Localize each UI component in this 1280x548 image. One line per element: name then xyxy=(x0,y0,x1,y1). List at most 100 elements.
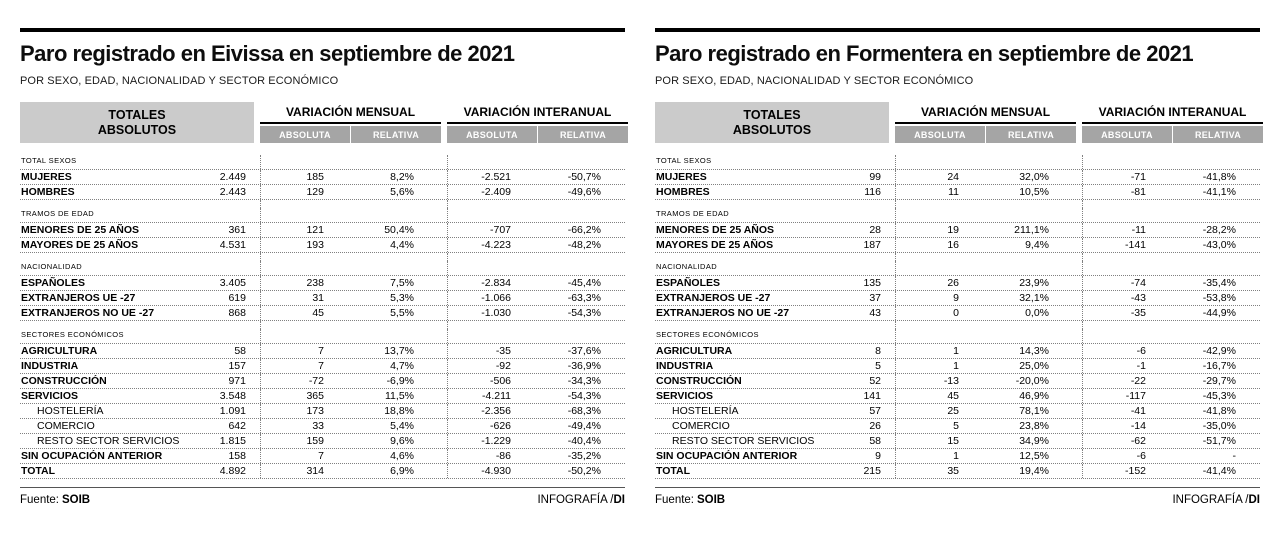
interannual-subheaders: ABSOLUTA RELATIVA xyxy=(1082,126,1263,143)
table-row: COMERCIO 26 5 23,8% -14 -35,0% xyxy=(655,419,1260,434)
monthly-variation-cells: 9 32,1% xyxy=(895,291,1076,305)
cell-monthly-relative: 32,1% xyxy=(1019,292,1049,304)
table-row: RESTO SECTOR SERVICIOS 1.815 159 9,6% -1.229… xyxy=(20,434,625,449)
interannual-variation-cells xyxy=(1082,253,1263,261)
row-label: MENORES DE 25 AÑOS xyxy=(656,224,775,236)
cell-interannual-relative: -68,3% xyxy=(567,405,601,417)
cell-total-absolute xyxy=(829,221,889,222)
interannual-variation-cells: -707 -66,2% xyxy=(447,223,628,237)
cell-monthly-absolute: 45 xyxy=(947,390,959,402)
row-label: HOSTELERÍA xyxy=(672,405,739,417)
cell-total-absolute xyxy=(194,260,254,261)
cell-monthly-relative: 14,3% xyxy=(1019,345,1049,357)
monthly-variation-cells: 314 6,9% xyxy=(260,464,441,478)
interannual-variation-cells xyxy=(1082,329,1263,343)
monthly-variation-cells: 7 13,7% xyxy=(260,344,441,358)
row-label: MUJERES xyxy=(21,171,72,183)
cell-monthly-relative xyxy=(986,221,1076,222)
interannual-relative-subheader: RELATIVA xyxy=(1173,126,1263,143)
cell-interannual-relative: -41,8% xyxy=(1202,171,1236,183)
interannual-variation-cells xyxy=(1082,155,1263,169)
cell-monthly-relative: 6,9% xyxy=(390,465,414,477)
table-row: AGRICULTURA 58 7 13,7% -35 -37,6% xyxy=(20,344,625,359)
interannual-variation-cells: -141 -43,0% xyxy=(1082,238,1263,252)
row-label: SECTORES ECONÓMICOS xyxy=(21,330,124,339)
cell-interannual-relative xyxy=(1173,274,1263,275)
cell-monthly-absolute: 0 xyxy=(953,307,959,319)
interannual-variation-cells: -2.356 -68,3% xyxy=(447,404,628,418)
cell-total-absolute: 8 xyxy=(875,345,881,357)
monthly-variation-cells: 1 14,3% xyxy=(895,344,1076,358)
cell-total-absolute: 141 xyxy=(863,390,881,402)
interannual-subheaders: ABSOLUTA RELATIVA xyxy=(447,126,628,143)
cell-interannual-relative: -37,6% xyxy=(567,345,601,357)
cell-monthly-absolute: 9 xyxy=(953,292,959,304)
interannual-variation-cells xyxy=(447,155,628,169)
interannual-variation-cells xyxy=(1082,321,1263,329)
cell-monthly-absolute: 121 xyxy=(306,224,324,236)
table-footer: Fuente: SOIB INFOGRAFÍA /DI xyxy=(20,487,625,506)
monthly-variation-cells: 25 78,1% xyxy=(895,404,1076,418)
cell-interannual-relative: -49,6% xyxy=(567,186,601,198)
cell-interannual-absolute xyxy=(1083,221,1173,222)
section-header-row: SECTORES ECONÓMICOS xyxy=(655,329,1260,344)
monthly-subheaders: ABSOLUTA RELATIVA xyxy=(895,126,1076,143)
row-label: COMERCIO xyxy=(672,420,730,432)
monthly-relative-subheader: RELATIVA xyxy=(351,126,441,143)
table-row: AGRICULTURA 8 1 14,3% -6 -42,9% xyxy=(655,344,1260,359)
monthly-variation-cells: -13 -20,0% xyxy=(895,374,1076,388)
cell-monthly-relative: 32,0% xyxy=(1019,171,1049,183)
cell-interannual-relative: -34,3% xyxy=(567,375,601,387)
table-subtitle: POR SEXO, EDAD, NACIONALIDAD Y SECTOR EC… xyxy=(20,75,339,87)
table-footer: Fuente: SOIB INFOGRAFÍA /DI xyxy=(655,487,1260,506)
interannual-variation-cells: -81 -41,1% xyxy=(1082,185,1263,199)
table-row: CONSTRUCCIÓN 52 -13 -20,0% -22 -29,7% xyxy=(655,374,1260,389)
cell-monthly-absolute xyxy=(261,342,351,343)
row-label: MAYORES DE 25 AÑOS xyxy=(656,239,774,251)
cell-interannual-absolute xyxy=(1083,274,1173,275)
row-label: EXTRANJEROS UE -27 xyxy=(656,292,771,304)
interannual-variation-cells: -71 -41,8% xyxy=(1082,170,1263,184)
cell-interannual-relative: -29,7% xyxy=(1202,375,1236,387)
cell-interannual-relative: - xyxy=(1232,450,1237,462)
cell-interannual-absolute: -92 xyxy=(495,360,511,372)
cell-total-absolute: 157 xyxy=(228,360,246,372)
cell-interannual-relative: -43,0% xyxy=(1202,239,1236,251)
interannual-variation-cells xyxy=(447,329,628,343)
cell-interannual-absolute: -707 xyxy=(489,224,511,236)
cell-monthly-relative: 50,4% xyxy=(384,224,414,236)
row-label: CONSTRUCCIÓN xyxy=(21,375,107,387)
interannual-variation-cells: -74 -35,4% xyxy=(1082,276,1263,290)
monthly-variation-cells: 26 23,9% xyxy=(895,276,1076,290)
cell-interannual-relative: -53,8% xyxy=(1202,292,1236,304)
table-row: INDUSTRIA 157 7 4,7% -92 -36,9% xyxy=(20,359,625,374)
cell-monthly-absolute: 7 xyxy=(318,345,324,357)
cell-interannual-absolute: -86 xyxy=(495,450,511,462)
interannual-variation-cells xyxy=(447,253,628,261)
row-label: SERVICIOS xyxy=(21,390,78,402)
cell-monthly-absolute: 159 xyxy=(306,435,324,447)
cell-interannual-relative: -41,4% xyxy=(1202,465,1236,477)
table-row: EXTRANJEROS UE -27 619 31 5,3% -1.066 -63,3% xyxy=(20,291,625,306)
cell-monthly-absolute: 7 xyxy=(318,360,324,372)
cell-total-absolute: 5 xyxy=(875,360,881,372)
interannual-variation-header: VARIACIÓN INTERANUAL ABSOLUTA RELATIVA xyxy=(447,102,628,143)
monthly-absolute-subheader: ABSOLUTA xyxy=(260,126,350,143)
cell-interannual-relative xyxy=(538,342,628,343)
cell-monthly-absolute: 24 xyxy=(947,171,959,183)
cell-monthly-relative: 13,7% xyxy=(384,345,414,357)
cell-interannual-absolute: -141 xyxy=(1124,239,1146,251)
cell-monthly-relative: 5,5% xyxy=(390,307,414,319)
cell-total-absolute: 3.405 xyxy=(219,277,246,289)
cell-monthly-relative xyxy=(986,168,1076,169)
cell-interannual-absolute: -35 xyxy=(1130,307,1146,319)
monthly-variation-cells xyxy=(260,261,441,275)
interannual-absolute-subheader: ABSOLUTA xyxy=(447,126,537,143)
monthly-variation-cells: 16 9,4% xyxy=(895,238,1076,252)
source-label: Fuente: xyxy=(20,494,59,506)
cell-interannual-absolute: -506 xyxy=(489,375,511,387)
cell-total-absolute: 2.449 xyxy=(219,171,246,183)
row-label: SIN OCUPACIÓN ANTERIOR xyxy=(21,450,163,462)
interannual-variation-cells: -1.030 -54,3% xyxy=(447,306,628,320)
interannual-variation-cells xyxy=(1082,208,1263,222)
